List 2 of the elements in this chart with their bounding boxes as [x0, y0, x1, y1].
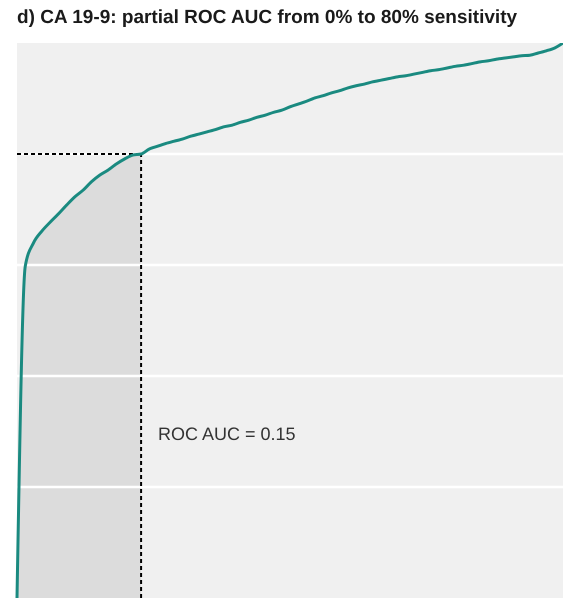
- chart-title: d) CA 19-9: partial ROC AUC from 0% to 80% sensitivity: [17, 7, 518, 29]
- annotation: ROC AUC = 0.15: [158, 424, 296, 445]
